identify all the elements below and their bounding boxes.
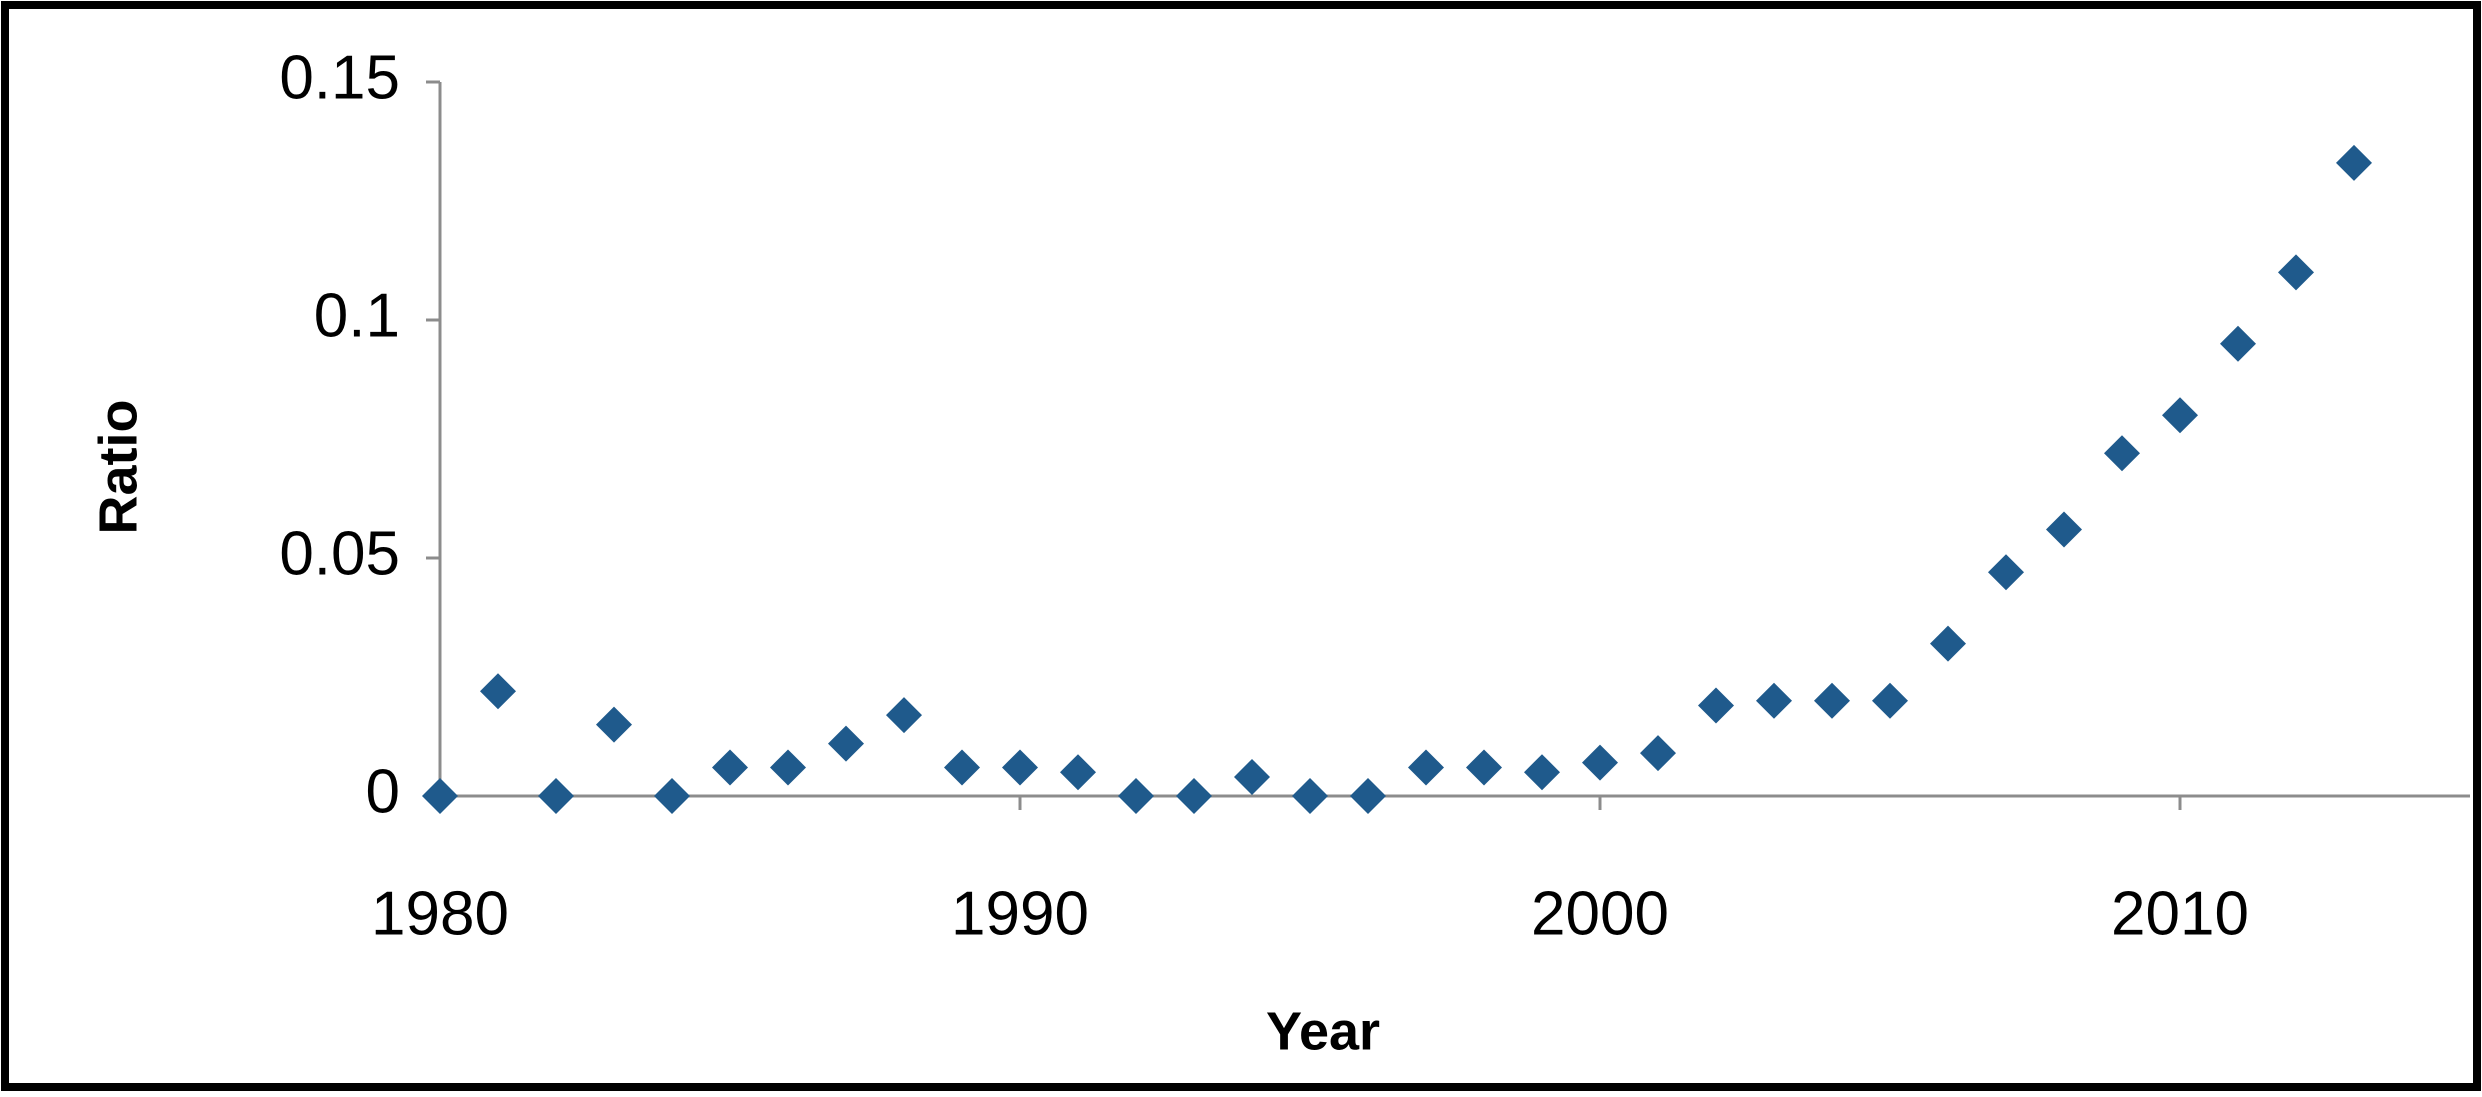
y-tick-label: 0.1	[314, 281, 400, 350]
data-point	[1002, 749, 1038, 786]
y-tick-label: 0.05	[279, 519, 400, 588]
data-point	[596, 706, 632, 743]
data-point	[2336, 144, 2372, 181]
data-point	[654, 778, 690, 814]
data-point	[1582, 744, 1618, 781]
data-point	[1698, 687, 1734, 724]
data-point	[944, 749, 980, 786]
data-point	[1814, 682, 1850, 719]
data-point	[1466, 749, 1502, 786]
data-point	[1234, 758, 1270, 795]
data-point	[1118, 778, 1154, 814]
x-tick-label: 2010	[2111, 879, 2249, 948]
data-point	[712, 749, 748, 786]
x-tick-label: 1990	[951, 879, 1089, 948]
data-point	[538, 778, 574, 814]
data-point	[2104, 435, 2140, 472]
data-point	[1930, 625, 1966, 662]
data-point	[1872, 682, 1908, 719]
data-point	[1176, 778, 1212, 814]
data-point	[2046, 511, 2082, 548]
data-point	[480, 673, 516, 710]
y-tick-label: 0.15	[279, 43, 400, 112]
y-tick-label: 0	[366, 757, 400, 826]
data-point	[2220, 325, 2256, 362]
y-axis-title: Ratio	[88, 400, 148, 535]
data-point	[886, 697, 922, 734]
x-axis-title: Year	[1266, 1001, 1380, 1061]
data-point	[1988, 554, 2024, 591]
data-point	[1640, 735, 1676, 772]
data-point	[770, 749, 806, 786]
data-point	[1524, 754, 1560, 791]
data-point	[1408, 749, 1444, 786]
data-point	[828, 725, 864, 762]
data-point	[422, 778, 458, 814]
x-tick-label: 2000	[1531, 879, 1669, 948]
data-point	[1060, 754, 1096, 791]
data-point	[2278, 254, 2314, 291]
data-point	[1350, 778, 1386, 814]
data-point	[1292, 778, 1328, 814]
data-point	[1756, 682, 1792, 719]
x-tick-label: 1980	[371, 879, 509, 948]
data-point	[2162, 397, 2198, 434]
